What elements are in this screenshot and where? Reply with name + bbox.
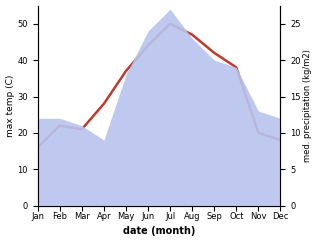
Y-axis label: med. precipitation (kg/m2): med. precipitation (kg/m2) xyxy=(303,49,313,162)
X-axis label: date (month): date (month) xyxy=(123,227,195,236)
Y-axis label: max temp (C): max temp (C) xyxy=(5,74,15,137)
